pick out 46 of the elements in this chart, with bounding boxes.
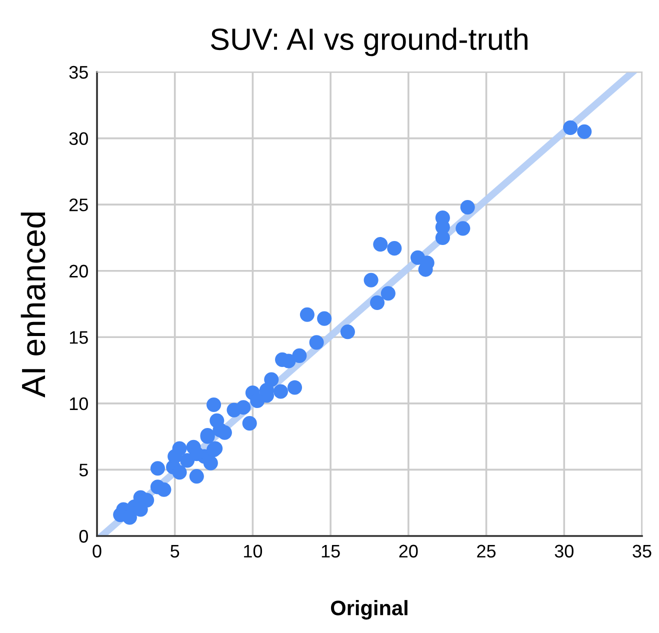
point (373, 237, 388, 252)
x-tick-label: 0 (92, 544, 102, 558)
point (156, 482, 172, 497)
point (364, 272, 378, 288)
point (300, 307, 314, 322)
point (309, 335, 324, 350)
x-tick-label: 25 (477, 544, 496, 558)
point (168, 449, 182, 464)
point (172, 465, 187, 480)
point (292, 348, 307, 363)
point (287, 380, 302, 395)
x-tick-label: 10 (244, 544, 262, 558)
y-tick-label: 35 (69, 66, 88, 79)
point (380, 286, 396, 301)
point (563, 120, 578, 135)
point (460, 200, 475, 215)
y-tick-label: 10 (70, 397, 88, 410)
y-tick-label: 0 (79, 530, 88, 543)
y-tick-label: 30 (69, 132, 88, 146)
x-tick-label: 35 (632, 544, 652, 558)
point (273, 384, 288, 399)
chart-title: SUV: AI vs ground-truth (210, 28, 528, 56)
point (387, 241, 402, 256)
point (577, 124, 592, 139)
y-axis-title: AI enhanced (20, 212, 46, 398)
x-tick-label: 30 (554, 544, 574, 558)
y-tick-label: 20 (69, 264, 88, 278)
y-tick-label: 25 (69, 198, 88, 212)
point (236, 400, 251, 415)
point (456, 221, 470, 236)
point (189, 446, 204, 462)
y-tick-label: 15 (70, 331, 88, 344)
point (317, 311, 332, 326)
x-axis-title: Original (331, 600, 408, 620)
point (435, 230, 450, 245)
point (150, 461, 166, 476)
x-tick-label: 15 (322, 544, 340, 558)
x-tick-label: 5 (170, 544, 180, 558)
point (206, 397, 222, 412)
point (242, 416, 257, 431)
x-tick-label: 20 (399, 544, 418, 558)
point (370, 295, 385, 310)
point (189, 469, 204, 484)
point (340, 324, 355, 340)
y-tick-label: 5 (79, 464, 88, 476)
point (212, 422, 228, 438)
